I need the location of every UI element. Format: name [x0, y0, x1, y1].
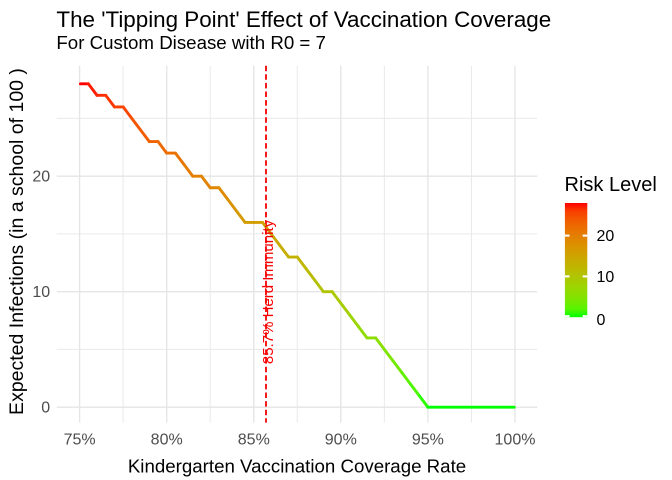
svg-text:0: 0: [597, 312, 606, 329]
svg-text:80%: 80%: [151, 432, 183, 449]
svg-text:For Custom Disease with R0 = 7: For Custom Disease with R0 = 7: [56, 32, 326, 53]
svg-text:75%: 75%: [64, 432, 96, 449]
svg-text:90%: 90%: [325, 432, 357, 449]
svg-text:0: 0: [41, 400, 50, 417]
svg-text:Expected Infections (in a scho: Expected Infections (in a school of 100 …: [6, 68, 28, 415]
svg-text:85%: 85%: [238, 432, 270, 449]
svg-text:10: 10: [32, 284, 50, 301]
svg-text:10: 10: [597, 269, 615, 286]
svg-text:The 'Tipping Point' Effect of: The 'Tipping Point' Effect of Vaccinatio…: [56, 7, 551, 32]
svg-text:20: 20: [597, 228, 615, 245]
svg-text:95%: 95%: [412, 432, 444, 449]
svg-text:Kindergarten Vaccination Cover: Kindergarten Vaccination Coverage Rate: [128, 456, 466, 477]
svg-text:100%: 100%: [495, 432, 536, 449]
svg-text:20: 20: [32, 169, 50, 186]
svg-text:85.7% Herd Immunity: 85.7% Herd Immunity: [260, 219, 277, 364]
svg-text:Risk Level: Risk Level: [565, 174, 657, 196]
